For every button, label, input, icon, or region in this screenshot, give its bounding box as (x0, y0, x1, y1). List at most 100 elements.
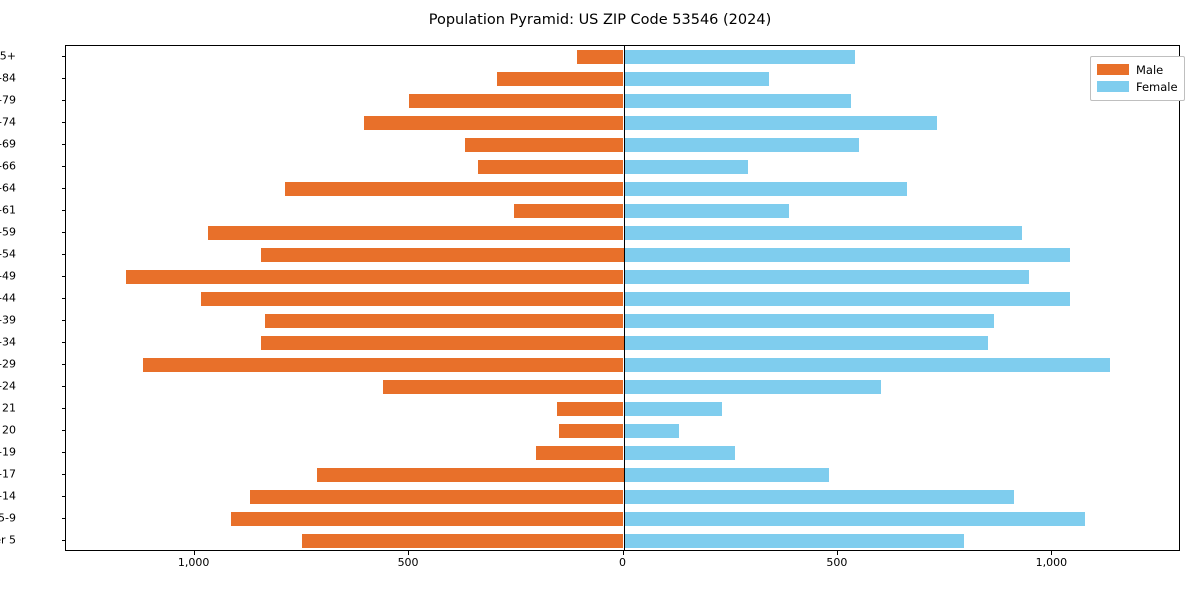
y-axis-label: 40-44 (0, 291, 16, 305)
bar-male (559, 424, 624, 438)
y-axis-label: 50-54 (0, 247, 16, 261)
bar-male (496, 72, 624, 86)
y-axis-tick (61, 364, 65, 366)
x-axis-label: 0 (619, 556, 626, 569)
bar-row (66, 358, 1179, 372)
x-axis-tick (408, 551, 410, 555)
y-axis-label: 85+ (0, 49, 16, 63)
chart-title: Population Pyramid: US ZIP Code 53546 (2… (428, 12, 772, 28)
bar-female (623, 182, 907, 196)
bar-row (66, 182, 1179, 196)
bar-row (66, 424, 1179, 438)
bar-female (623, 116, 937, 130)
bar-female (623, 468, 830, 482)
y-axis-label: 10-14 (0, 489, 16, 503)
legend-entry: Female (1097, 78, 1178, 95)
bar-female (623, 248, 1070, 262)
x-axis-label: 500 (397, 556, 419, 569)
bar-row (66, 292, 1179, 306)
legend-swatch (1097, 81, 1129, 92)
legend-swatch (1097, 64, 1129, 75)
legend-label: Male (1136, 62, 1164, 77)
bar-male (577, 50, 624, 64)
bar-male (464, 138, 624, 152)
x-axis-label: 1,000 (177, 556, 210, 569)
bar-female (623, 138, 860, 152)
bar-female (623, 402, 723, 416)
bar-row (66, 380, 1179, 394)
bar-row (66, 468, 1179, 482)
bar-female (623, 314, 995, 328)
bar-female (623, 446, 735, 460)
y-axis-tick (61, 78, 65, 80)
bar-female (623, 204, 789, 218)
bar-male (301, 534, 624, 548)
bar-female (623, 512, 1085, 526)
bar-male (261, 336, 624, 350)
y-axis-tick (61, 496, 65, 498)
bar-male (250, 490, 624, 504)
bar-male (265, 314, 624, 328)
bar-male (284, 182, 624, 196)
bar-female (623, 534, 965, 548)
y-axis-label: 55-59 (0, 225, 16, 239)
x-axis-tick (622, 551, 624, 555)
y-axis-tick (61, 430, 65, 432)
y-axis-label: 75-79 (0, 93, 16, 107)
bar-row (66, 512, 1179, 526)
y-axis-tick (61, 518, 65, 520)
y-axis-tick (61, 100, 65, 102)
bar-female (623, 358, 1111, 372)
y-axis-tick (61, 210, 65, 212)
y-axis-tick (61, 386, 65, 388)
y-axis-tick (61, 408, 65, 410)
bar-female (623, 336, 989, 350)
y-axis-tick (61, 232, 65, 234)
x-axis-tick (836, 551, 839, 555)
y-axis-tick (61, 452, 65, 454)
y-axis-label: 80-84 (0, 71, 16, 85)
bar-male (126, 270, 624, 284)
x-axis-tick (1051, 551, 1053, 555)
y-axis-tick (61, 540, 65, 542)
y-axis-label: 62-64 (0, 181, 16, 195)
bar-male (535, 446, 624, 460)
y-axis-label: 30-34 (0, 335, 16, 349)
y-axis-label: 15-17 (0, 467, 16, 481)
bars-layer (66, 46, 1179, 550)
y-axis-tick (61, 166, 65, 168)
y-axis-label: 65-66 (0, 159, 16, 173)
x-axis-tick (193, 551, 195, 555)
bar-male (409, 94, 624, 108)
bar-female (623, 270, 1029, 284)
y-axis-label: 18-19 (0, 445, 16, 459)
y-axis-tick (61, 320, 65, 322)
bar-row (66, 204, 1179, 218)
bar-female (623, 490, 1014, 504)
bar-male (231, 512, 624, 526)
bar-female (623, 292, 1070, 306)
y-axis-label: 35-39 (0, 313, 16, 327)
bar-male (557, 402, 624, 416)
bar-row (66, 248, 1179, 262)
bar-male (364, 116, 624, 130)
bar-row (66, 270, 1179, 284)
bar-row (66, 116, 1179, 130)
y-axis-tick (61, 276, 65, 278)
bar-row (66, 336, 1179, 350)
y-axis-tick (61, 188, 65, 190)
y-axis-tick (61, 254, 65, 256)
bar-female (623, 226, 1023, 240)
y-axis-tick (61, 342, 65, 344)
y-axis-label: 20 (2, 423, 16, 437)
bar-male (143, 358, 624, 372)
y-axis-label: 45-49 (0, 269, 16, 283)
bar-male (316, 468, 624, 482)
y-axis-tick (61, 474, 65, 476)
y-axis-tick (61, 56, 65, 58)
bar-row (66, 534, 1179, 548)
plot-area (65, 45, 1180, 551)
y-axis-label: 22-24 (0, 379, 16, 393)
y-axis-label: 70-74 (0, 115, 16, 129)
bar-row (66, 160, 1179, 174)
